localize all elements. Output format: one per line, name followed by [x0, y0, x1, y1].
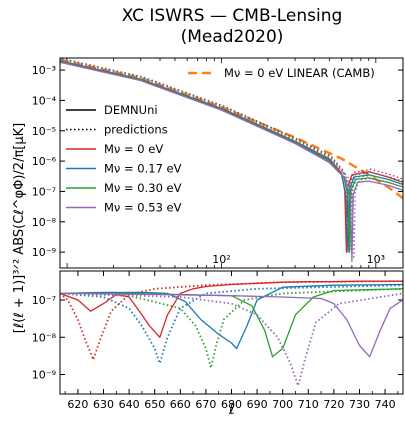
top-frame — [59, 57, 404, 269]
legend-left-label: Mν = 0 eV — [104, 142, 163, 156]
bottom-x-tick-label: 690 — [247, 398, 268, 411]
top-x-tick-label: 10³ — [367, 253, 385, 266]
top-y-tick-label: 10⁻⁴ — [32, 94, 57, 107]
bottom-x-tick-label: 730 — [349, 398, 370, 411]
bottom-series-group — [60, 280, 403, 387]
bottom-x-tick-label: 630 — [93, 398, 114, 411]
legend-left-label: Mν = 0.17 eV — [104, 162, 182, 176]
top-series-line — [60, 60, 403, 253]
bottom-frame — [59, 270, 404, 395]
top-panel: 10⁻³ 10⁻⁴ 10⁻⁵ 10⁻⁶ 10⁻⁷ 10⁻⁸ 10⁻⁹ 10² 10³ Mν = 0… — [32, 57, 404, 269]
bottom-x-tick-label: 670 — [195, 398, 216, 411]
legend-left-label: Mν = 0.30 eV — [104, 181, 182, 195]
top-x-tick-label: 10² — [212, 253, 230, 266]
top-y-tick-label: 10⁻⁵ — [32, 125, 56, 138]
bottom-x-tick-label: 700 — [272, 398, 293, 411]
x-axis-label: ℓ — [228, 400, 235, 418]
bottom-x-tick-label: 620 — [67, 398, 88, 411]
bottom-y-tick-label: 10⁻⁹ — [32, 369, 56, 382]
bottom-x-tick-label: 640 — [119, 398, 140, 411]
top-y-tick-label: 10⁻³ — [32, 64, 56, 77]
top-series-line — [60, 61, 403, 262]
bottom-series-line — [60, 283, 403, 350]
top-series-prediction-line — [61, 59, 403, 259]
chart-title: XC ISWRS — CMB-Lensing — [122, 6, 343, 26]
bottom-panel: 10⁻⁷ 10⁻⁸ 10⁻⁹ 620 630 640 650 660 670 680 690 700 7… — [32, 270, 404, 411]
bottom-x-tick-label: 740 — [375, 398, 396, 411]
legend-top-right-label: Mν = 0 eV LINEAR (CAMB) — [224, 66, 375, 80]
bottom-series-line — [60, 284, 403, 365]
bottom-x-tick-label: 660 — [170, 398, 191, 411]
top-y-tick-label: 10⁻⁷ — [32, 185, 56, 198]
top-series-group — [60, 58, 403, 262]
legend-left-label: DEMNUni — [104, 103, 158, 117]
bottom-series-line — [60, 292, 403, 387]
bottom-y-tick-label: 10⁻⁸ — [32, 331, 57, 344]
top-y-tick-label: 10⁻⁶ — [32, 155, 57, 168]
top-y-tick-label: 10⁻⁸ — [32, 216, 57, 229]
y-axis-label: [ℓ(ℓ + 1)]³ᐟ² ABS(Cℓ^φΦ)/2/π[μK] — [12, 123, 27, 333]
bottom-series-line — [60, 280, 403, 338]
bottom-series-line — [60, 287, 403, 369]
bottom-x-tick-label: 680 — [221, 398, 242, 411]
legend-left-label: Mν = 0.53 eV — [104, 201, 182, 215]
chart-subtitle: (Mead2020) — [181, 27, 284, 47]
top-series-prediction-line — [61, 58, 403, 250]
bottom-series-line — [60, 292, 403, 358]
bottom-series-line — [60, 280, 403, 361]
bottom-series-line — [60, 288, 403, 358]
bottom-y-tick-label: 10⁻⁷ — [32, 294, 56, 307]
top-series-line — [60, 58, 403, 200]
bottom-x-tick-label: 710 — [298, 398, 319, 411]
top-y-tick-label: 10⁻⁹ — [32, 246, 56, 259]
bottom-x-tick-label: 720 — [323, 398, 344, 411]
legend-left-label: predictions — [104, 123, 168, 137]
bottom-x-tick-label: 650 — [144, 398, 165, 411]
